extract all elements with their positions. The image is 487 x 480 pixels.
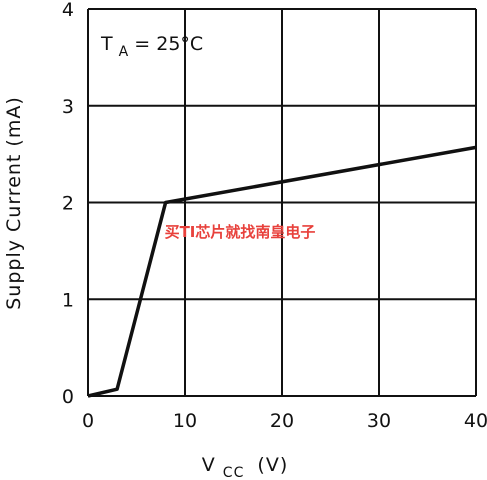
series [87,145,477,398]
y-tick-label: 4 [62,0,74,21]
x-axis-label-subscript: CC [223,465,245,480]
y-tick-labels: 0 1 2 3 4 [62,0,74,408]
y-tick-label: 2 [62,193,74,215]
annotation-subscript: A [119,44,129,60]
series-line [87,145,477,398]
x-tick-label: 30 [367,410,391,432]
x-tick-label: 40 [464,410,487,432]
y-axis-label: Supply Current (mA) [3,96,25,310]
annotation-main: T [100,33,113,55]
y-tick-label: 1 [62,289,74,311]
annotation-rest: = 25°C [134,33,203,55]
grid [87,8,477,397]
x-axis-label-main: V [202,454,216,476]
x-tick-label: 0 [82,410,94,432]
y-tick-label: 0 [62,386,74,408]
x-tick-label: 20 [270,410,294,432]
x-tick-labels: 0 10 20 30 40 [82,410,487,432]
x-axis-label-unit: (V) [257,454,288,476]
x-axis-label: V CC (V) [202,454,288,480]
watermark-text: 买TI芯片就找南皇电子 [165,223,316,241]
y-tick-label: 3 [62,96,74,118]
temperature-annotation: T A = 25°C [100,33,203,61]
x-tick-label: 10 [173,410,197,432]
